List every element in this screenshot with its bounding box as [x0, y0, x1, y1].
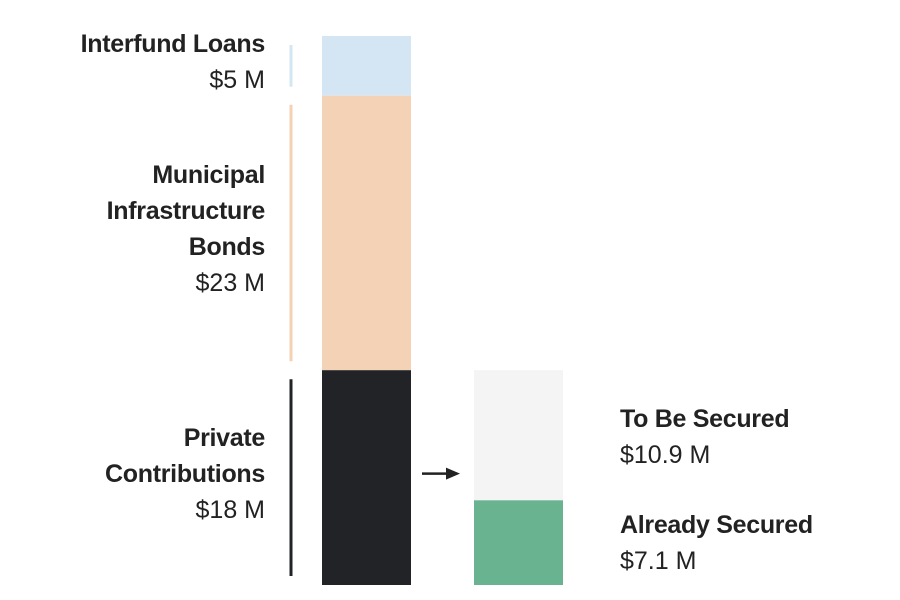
label-value-to-be-secured: $10.9 M — [620, 441, 711, 469]
bar-segment-to-be-secured — [474, 370, 563, 501]
label-name-line: Contributions — [105, 460, 265, 488]
label-name-private-contributions: Private Contributions — [105, 420, 265, 492]
label-name-municipal-bonds: Municipal Infrastructure Bonds — [106, 157, 266, 265]
label-name-line: Private — [183, 424, 266, 452]
label-value-already-secured: $7.1 M — [620, 547, 697, 575]
label-name-line: Infrastructure — [106, 197, 266, 225]
label-name-line: Already Secured — [620, 511, 813, 539]
label-interfund-loans: Interfund Loans $5 M — [80, 26, 266, 98]
label-name-line: Bonds — [188, 233, 266, 261]
label-municipal-bonds: Municipal Infrastructure Bonds $23 M — [106, 157, 266, 301]
bar-segment-municipal-bonds — [322, 95, 411, 371]
bar-segment-interfund-loans — [322, 36, 411, 96]
bar-segment-private-contributions — [322, 370, 411, 585]
label-name-line: Interfund Loans — [80, 30, 266, 58]
label-name-line: To Be Secured — [620, 405, 790, 433]
arrow-icon — [422, 467, 460, 480]
label-already-secured: Already Secured $7.1 M — [620, 507, 813, 579]
label-name-to-be-secured: To Be Secured — [620, 401, 790, 437]
label-value-municipal-bonds: $23 M — [195, 269, 265, 297]
label-name-already-secured: Already Secured — [620, 507, 813, 543]
label-to-be-secured: To Be Secured $10.9 M — [620, 401, 790, 473]
label-value-interfund-loans: $5 M — [209, 66, 265, 94]
bar-segment-already-secured — [474, 500, 563, 585]
label-private-contributions: Private Contributions $18 M — [105, 420, 265, 528]
label-value-private-contributions: $18 M — [195, 496, 265, 524]
label-name-interfund-loans: Interfund Loans — [80, 26, 266, 62]
arrow-head — [446, 467, 460, 480]
label-name-line: Municipal — [152, 161, 265, 189]
